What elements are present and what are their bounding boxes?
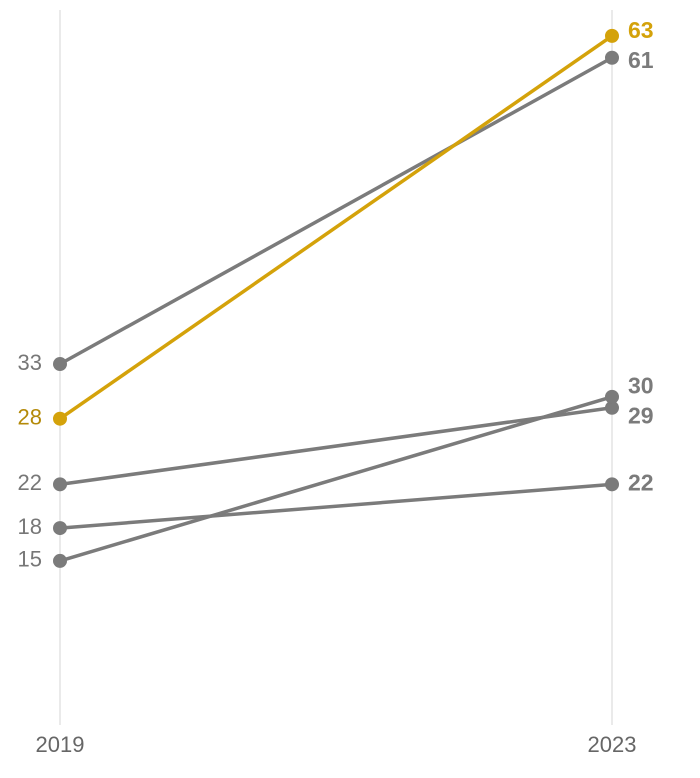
slope-line <box>59 395 613 563</box>
value-label-start: 18 <box>18 514 42 539</box>
x-tick-label: 2019 <box>36 732 85 757</box>
point <box>605 389 619 404</box>
value-label-start: 15 <box>18 547 42 572</box>
value-label-start: 33 <box>18 350 42 375</box>
point <box>605 400 619 415</box>
point <box>53 521 67 536</box>
point <box>605 28 619 43</box>
point <box>53 553 67 568</box>
value-label-end: 63 <box>628 17 654 43</box>
point <box>53 411 67 426</box>
slope-line <box>59 406 613 487</box>
value-label-start: 22 <box>18 470 42 495</box>
value-label-start: 28 <box>18 405 42 430</box>
value-label-end: 22 <box>628 469 654 495</box>
point <box>605 477 619 492</box>
value-label-end: 30 <box>628 372 654 398</box>
value-label-end: 61 <box>628 47 654 73</box>
slope-line <box>59 34 613 421</box>
slope-line <box>59 56 613 366</box>
x-tick-label: 2023 <box>588 732 637 757</box>
point <box>53 357 67 372</box>
point <box>53 477 67 492</box>
value-label-end: 29 <box>628 402 654 428</box>
point <box>605 50 619 65</box>
slope-line <box>59 482 613 530</box>
